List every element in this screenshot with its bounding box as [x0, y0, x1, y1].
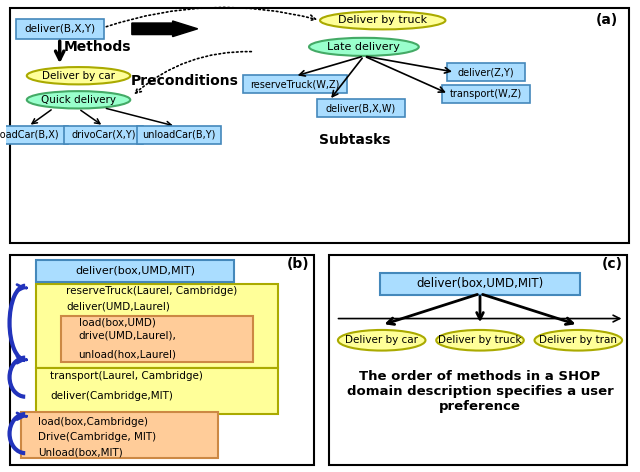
FancyBboxPatch shape: [317, 99, 404, 117]
Text: unloadCar(B,Y): unloadCar(B,Y): [142, 130, 216, 140]
Text: (a): (a): [596, 13, 618, 27]
Text: reserveTruck(W,Z): reserveTruck(W,Z): [250, 79, 340, 89]
Text: unload(hox,Laurel): unload(hox,Laurel): [79, 349, 177, 359]
Ellipse shape: [309, 38, 419, 56]
Text: transport(Laurel, Cambridge): transport(Laurel, Cambridge): [51, 371, 203, 381]
FancyBboxPatch shape: [10, 8, 629, 243]
Text: The order of methods in a SHOP
domain description specifies a user
preference: The order of methods in a SHOP domain de…: [347, 370, 613, 413]
Text: Quick delivery: Quick delivery: [41, 95, 116, 105]
Text: deliver(Cambridge,MIT): deliver(Cambridge,MIT): [51, 391, 173, 401]
FancyBboxPatch shape: [36, 260, 234, 282]
Text: Drive(Cambridge, MIT): Drive(Cambridge, MIT): [38, 432, 156, 442]
FancyBboxPatch shape: [16, 18, 104, 39]
Text: deliver(UMD,Laurel): deliver(UMD,Laurel): [66, 302, 170, 312]
Text: load(box,Cambridge): load(box,Cambridge): [38, 417, 148, 427]
FancyBboxPatch shape: [65, 126, 143, 144]
Text: transport(W,Z): transport(W,Z): [450, 89, 522, 99]
Ellipse shape: [320, 11, 445, 29]
Text: deliver(Z,Y): deliver(Z,Y): [458, 67, 515, 77]
Text: drivoCar(X,Y): drivoCar(X,Y): [72, 130, 136, 140]
Text: deliver(B,X,W): deliver(B,X,W): [326, 103, 396, 113]
FancyBboxPatch shape: [330, 254, 627, 465]
Text: deliver(box,UMD,MIT): deliver(box,UMD,MIT): [75, 266, 195, 276]
FancyBboxPatch shape: [136, 126, 221, 144]
Text: (c): (c): [602, 257, 623, 270]
Text: Deliver by car: Deliver by car: [345, 335, 418, 345]
FancyBboxPatch shape: [61, 316, 253, 362]
Ellipse shape: [27, 91, 131, 109]
FancyArrow shape: [132, 21, 198, 37]
Ellipse shape: [27, 67, 131, 84]
Text: Unload(box,MIT): Unload(box,MIT): [38, 447, 122, 457]
Text: load(box,UMD): load(box,UMD): [79, 318, 156, 328]
Text: drive(UMD,Laurel),: drive(UMD,Laurel),: [79, 331, 177, 341]
FancyBboxPatch shape: [20, 412, 218, 457]
Text: Deliver by car: Deliver by car: [42, 71, 115, 81]
FancyBboxPatch shape: [442, 85, 530, 103]
Ellipse shape: [338, 330, 426, 351]
Text: Deliver by tran: Deliver by tran: [540, 335, 618, 345]
FancyBboxPatch shape: [0, 126, 68, 144]
FancyBboxPatch shape: [380, 273, 580, 295]
Text: reserveTruck(Laurel, Cambridge): reserveTruck(Laurel, Cambridge): [66, 287, 237, 296]
Text: Preconditions: Preconditions: [131, 74, 239, 87]
FancyBboxPatch shape: [447, 63, 525, 81]
Text: deliver(B,X,Y): deliver(B,X,Y): [24, 24, 95, 34]
Text: Deliver by truck: Deliver by truck: [438, 335, 522, 345]
Text: loadCar(B,X): loadCar(B,X): [0, 130, 59, 140]
FancyBboxPatch shape: [36, 369, 278, 414]
FancyBboxPatch shape: [243, 75, 347, 93]
Ellipse shape: [534, 330, 622, 351]
Text: deliver(box,UMD,MIT): deliver(box,UMD,MIT): [417, 278, 543, 290]
Text: (b): (b): [287, 257, 309, 270]
FancyBboxPatch shape: [36, 284, 278, 369]
Text: Late delivery: Late delivery: [328, 42, 401, 52]
Text: Subtasks: Subtasks: [319, 133, 390, 146]
Text: Deliver by truck: Deliver by truck: [338, 16, 428, 25]
FancyBboxPatch shape: [10, 254, 314, 465]
Ellipse shape: [436, 330, 524, 351]
Text: Methods: Methods: [63, 40, 131, 54]
